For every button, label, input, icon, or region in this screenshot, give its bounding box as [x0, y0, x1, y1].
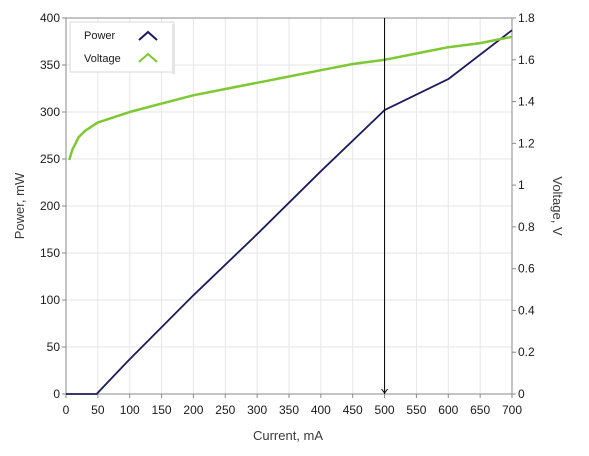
x-tick-label: 50 — [91, 403, 105, 417]
y-right-tick-label: 1 — [518, 178, 525, 192]
y-left-axis-ticks: 0 50 100 150 200 250 300 350 400 — [40, 11, 66, 401]
y-left-tick-label: 300 — [40, 105, 60, 119]
y-right-axis-ticks: 0 0.2 0.4 0.6 0.8 1 1.2 1.4 1.6 1.8 — [512, 11, 535, 401]
y-left-tick-label: 150 — [40, 246, 60, 260]
legend-shadow — [172, 24, 175, 74]
x-tick-label: 500 — [375, 403, 395, 417]
y-right-tick-label: 1.8 — [518, 11, 535, 25]
y-left-tick-label: 50 — [47, 340, 61, 354]
y-right-tick-label: 1.2 — [518, 136, 535, 150]
y-left-tick-label: 100 — [40, 293, 60, 307]
x-tick-label: 450 — [343, 403, 363, 417]
x-tick-label: 700 — [502, 403, 522, 417]
y-right-tick-label: 0.2 — [518, 345, 535, 359]
x-tick-label: 100 — [120, 403, 140, 417]
y-left-tick-label: 350 — [40, 58, 60, 72]
y-left-tick-label: 200 — [40, 199, 60, 213]
legend-label-power: Power — [84, 30, 116, 42]
y-right-tick-label: 0.4 — [518, 303, 535, 317]
x-tick-label: 200 — [183, 403, 203, 417]
y-left-axis-label: Power, mW — [12, 172, 27, 239]
y-right-tick-label: 0.6 — [518, 262, 535, 276]
y-right-tick-label: 1.4 — [518, 95, 535, 109]
x-tick-label: 0 — [63, 403, 70, 417]
cursor-marker[interactable] — [381, 388, 388, 394]
series-line-voltage — [68, 35, 513, 161]
legend-swatch-power — [138, 30, 158, 41]
x-tick-label: 150 — [152, 403, 172, 417]
y-right-tick-label: 0 — [518, 387, 525, 401]
y-left-tick-label: 0 — [53, 387, 60, 401]
y-right-tick-label: 0.8 — [518, 220, 535, 234]
y-right-axis-label: Voltage, V — [550, 176, 565, 236]
grid — [66, 18, 512, 394]
x-axis-label: Current, mA — [253, 428, 323, 443]
x-tick-label: 600 — [438, 403, 458, 417]
series-line-power — [66, 29, 513, 395]
y-left-tick-label: 400 — [40, 11, 60, 25]
y-left-tick-label: 250 — [40, 152, 60, 166]
x-tick-label: 250 — [215, 403, 235, 417]
y-right-tick-label: 1.6 — [518, 53, 535, 67]
x-axis-ticks: 0 50 100 150 200 250 300 350 400 450 500 550 600 650 7… — [63, 394, 522, 417]
legend-box — [69, 21, 175, 73]
series-layer — [66, 29, 513, 395]
legend-label-voltage: Voltage — [84, 53, 121, 65]
x-tick-label: 650 — [470, 403, 490, 417]
x-tick-label: 400 — [311, 403, 331, 417]
x-tick-label: 300 — [247, 403, 267, 417]
x-tick-label: 350 — [279, 403, 299, 417]
x-tick-label: 550 — [406, 403, 426, 417]
legend-swatch-voltage — [138, 52, 158, 63]
legend: Power Voltage — [69, 21, 175, 74]
